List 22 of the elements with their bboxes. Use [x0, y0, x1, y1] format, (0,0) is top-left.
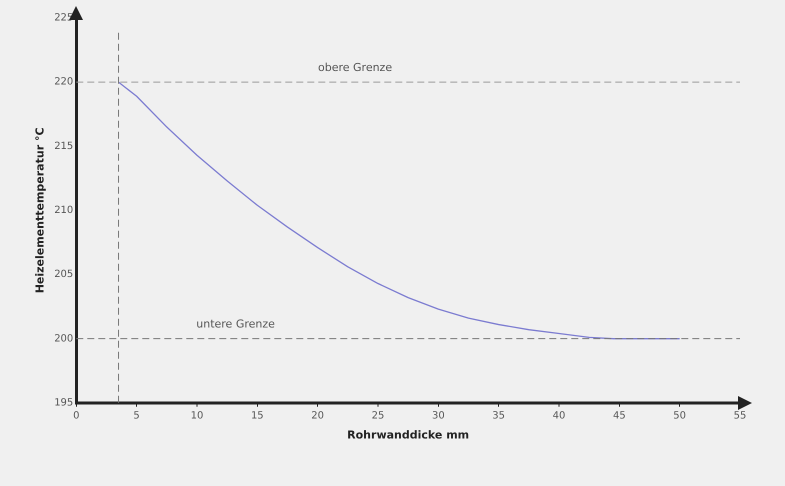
y-tick-label: 210 — [54, 204, 74, 216]
x-tick-label: 25 — [372, 410, 384, 422]
x-tick-label: 0 — [73, 410, 80, 422]
y-tick-label: 220 — [54, 76, 74, 88]
x-tick-label: 45 — [612, 410, 626, 422]
x-tick-label: 20 — [311, 410, 324, 422]
x-tick-label: 50 — [673, 410, 686, 422]
x-tick-label: 5 — [133, 410, 140, 422]
ref-line-label: obere Grenze — [318, 60, 392, 74]
x-tick-label: 10 — [190, 410, 204, 422]
y-axis-title: Heizelementtemperatur °C — [33, 127, 46, 294]
ref-line-label: untere Grenze — [196, 318, 276, 331]
y-tick-label: 195 — [54, 397, 74, 408]
x-axis-title: Rohrwanddicke mm — [347, 428, 470, 442]
x-tick-label: 15 — [250, 410, 264, 422]
y-tick-label: 200 — [54, 333, 74, 344]
x-tick-label: 55 — [734, 410, 746, 422]
x-tick-label: 40 — [552, 410, 566, 422]
y-tick-label: 215 — [54, 140, 74, 152]
y-tick-label: 205 — [54, 269, 74, 280]
x-tick-label: 35 — [492, 410, 506, 422]
x-tick-label: 30 — [432, 410, 445, 422]
